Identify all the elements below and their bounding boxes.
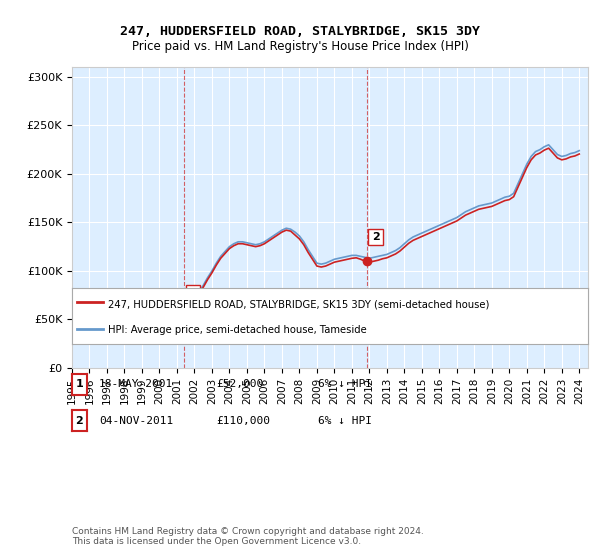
Text: 247, HUDDERSFIELD ROAD, STALYBRIDGE, SK15 3DY (semi-detached house): 247, HUDDERSFIELD ROAD, STALYBRIDGE, SK1…: [108, 299, 490, 309]
Text: 18-MAY-2001: 18-MAY-2001: [99, 379, 173, 389]
Text: 04-NOV-2011: 04-NOV-2011: [99, 416, 173, 426]
Text: HPI: Average price, semi-detached house, Tameside: HPI: Average price, semi-detached house,…: [108, 325, 367, 335]
Text: Contains HM Land Registry data © Crown copyright and database right 2024.
This d: Contains HM Land Registry data © Crown c…: [72, 526, 424, 546]
Text: 6% ↓ HPI: 6% ↓ HPI: [318, 416, 372, 426]
Text: £52,000: £52,000: [216, 379, 263, 389]
Text: 1: 1: [76, 379, 83, 389]
Text: 6% ↓ HPI: 6% ↓ HPI: [318, 379, 372, 389]
Text: 247, HUDDERSFIELD ROAD, STALYBRIDGE, SK15 3DY: 247, HUDDERSFIELD ROAD, STALYBRIDGE, SK1…: [120, 25, 480, 38]
Text: 2: 2: [372, 232, 380, 242]
Text: 1: 1: [189, 288, 197, 298]
Text: 2: 2: [76, 416, 83, 426]
Text: Price paid vs. HM Land Registry's House Price Index (HPI): Price paid vs. HM Land Registry's House …: [131, 40, 469, 53]
Text: £110,000: £110,000: [216, 416, 270, 426]
